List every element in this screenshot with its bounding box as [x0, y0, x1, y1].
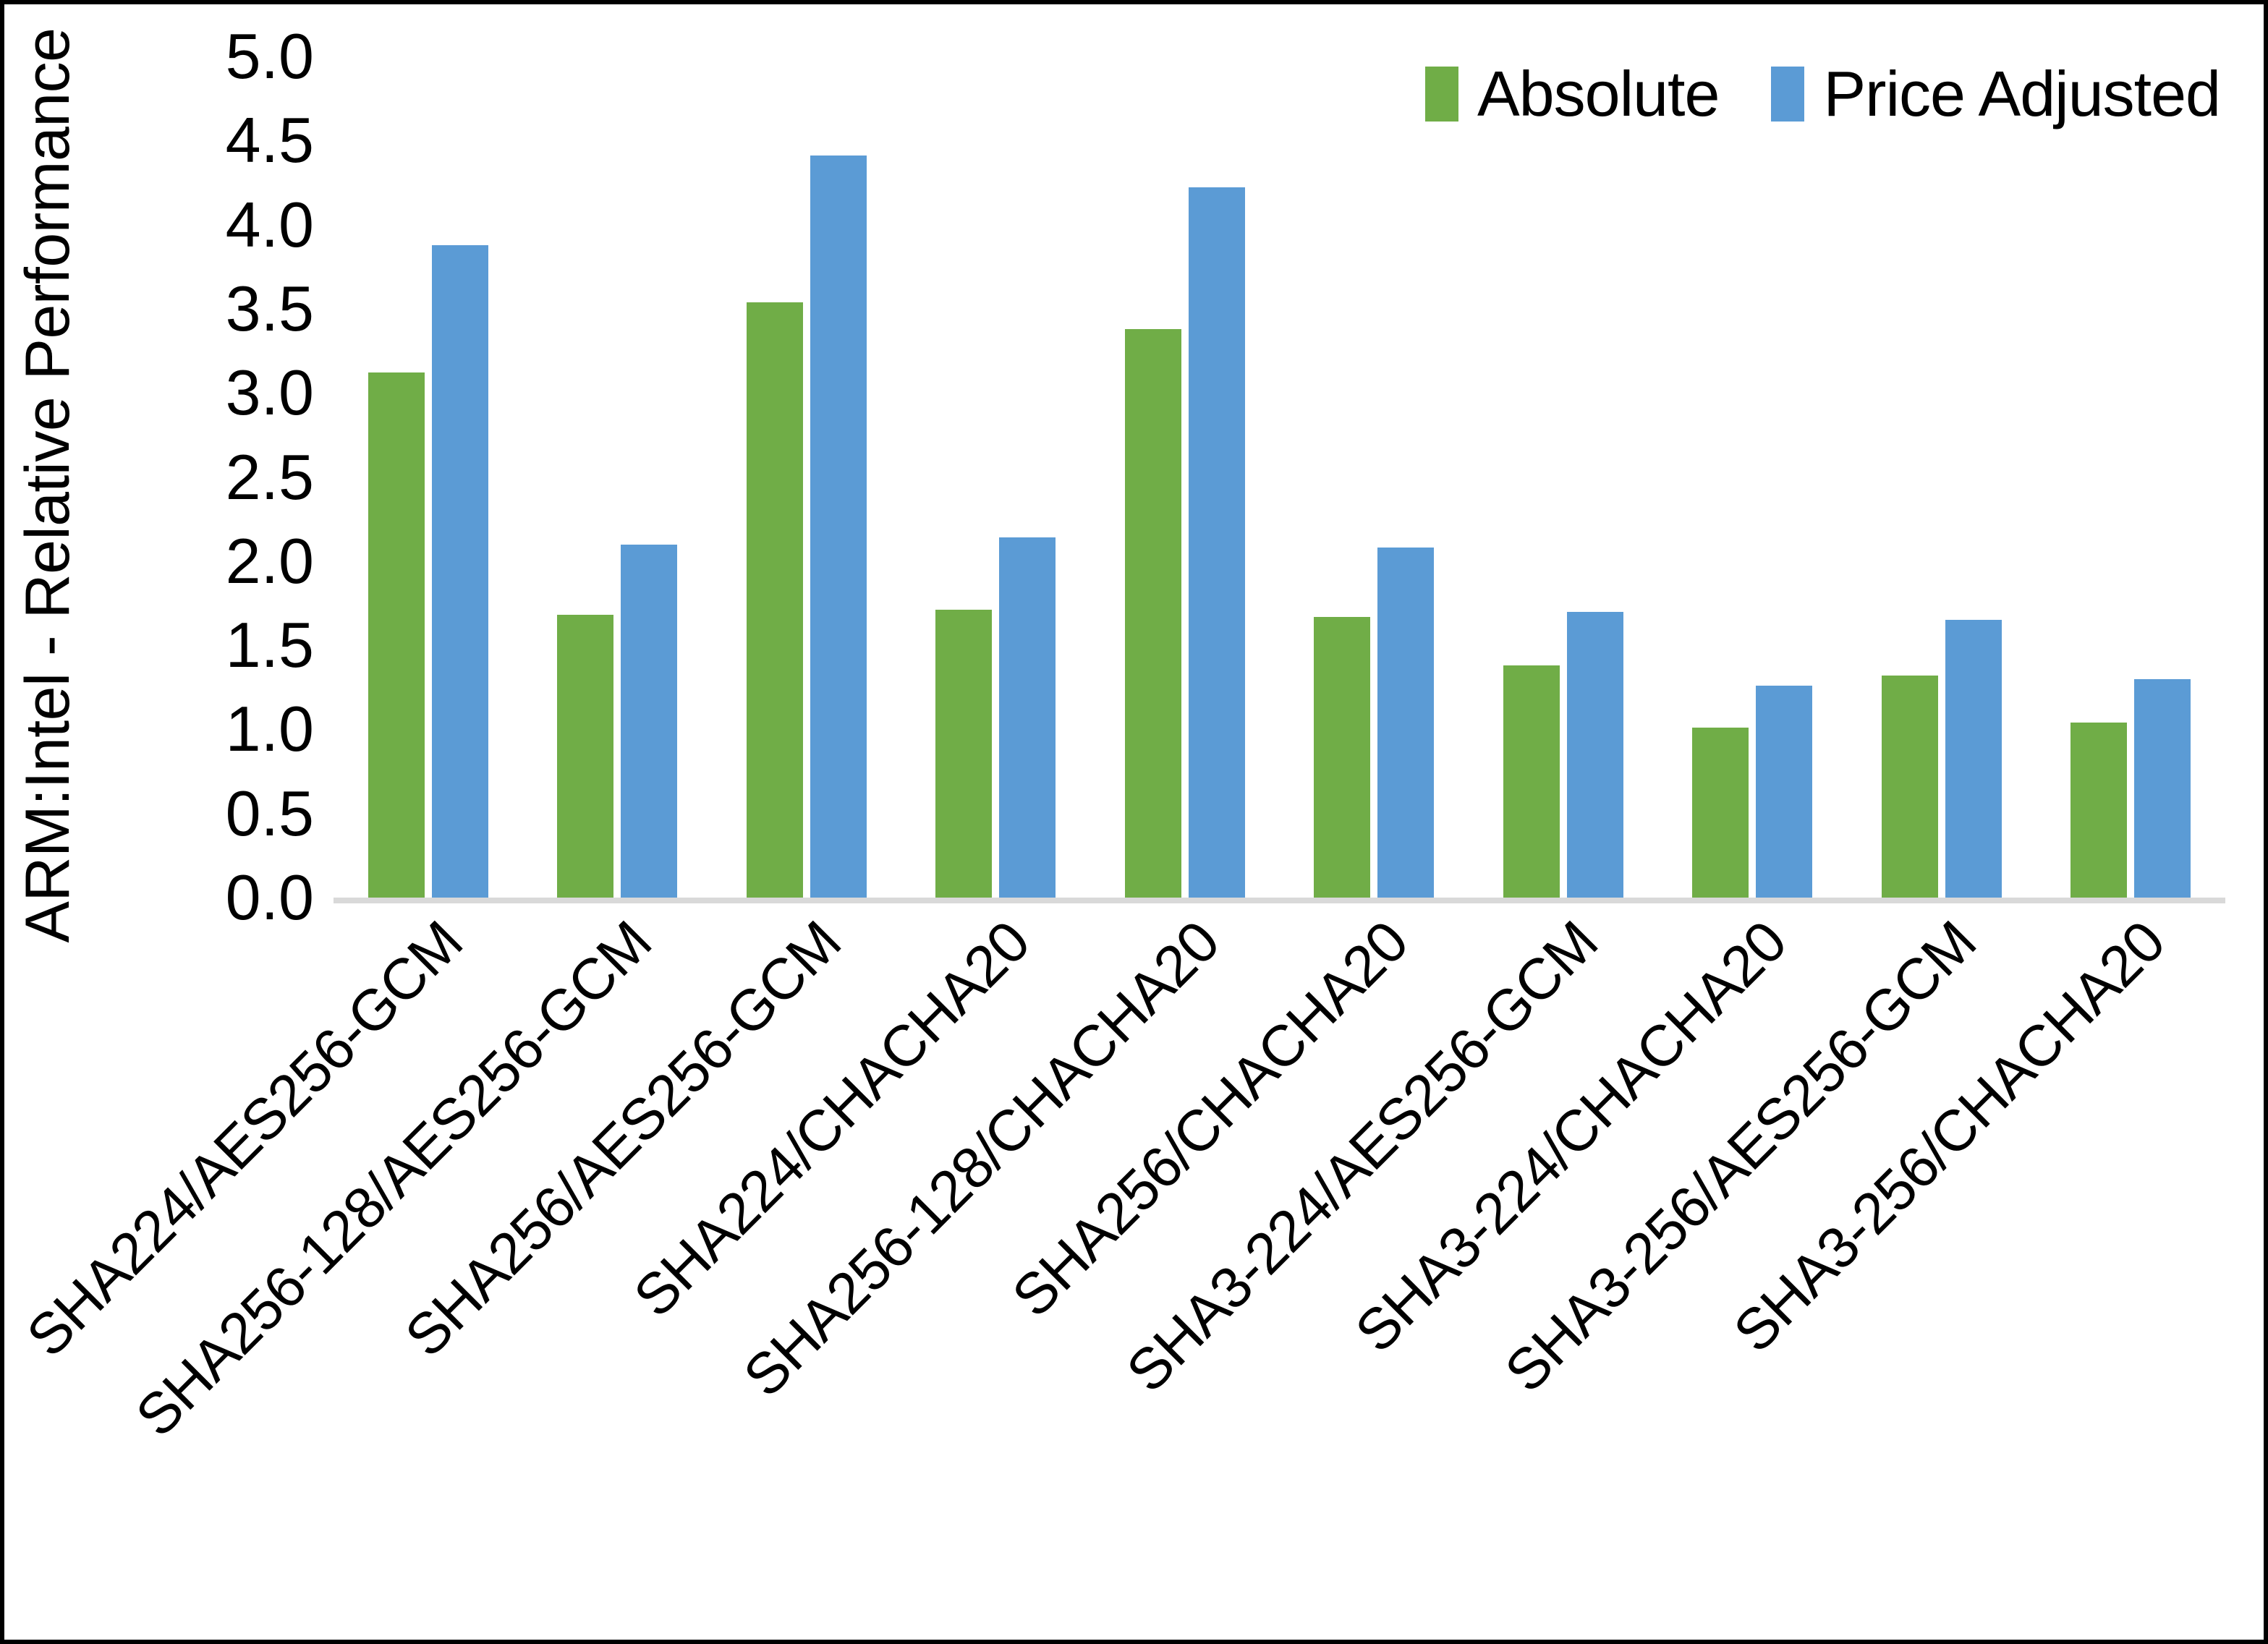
bar-price-adjusted[interactable]: [1188, 187, 1245, 898]
bar-absolute[interactable]: [1881, 675, 1938, 898]
legend-label: Absolute: [1477, 58, 1720, 129]
bar-absolute[interactable]: [368, 372, 425, 898]
bar-group: [1090, 56, 1280, 898]
y-axis-tick-label: 0.5: [225, 777, 314, 849]
y-axis-tick-label: 0.0: [225, 861, 314, 933]
legend-item[interactable]: Absolute: [1424, 58, 1720, 129]
bar-price-adjusted[interactable]: [810, 156, 867, 898]
bar-group: [1847, 56, 2036, 898]
bar-group: [712, 56, 901, 898]
bar-price-adjusted[interactable]: [2134, 678, 2191, 898]
bars-container: [334, 56, 2225, 898]
bar-price-adjusted[interactable]: [1945, 620, 2002, 898]
y-axis-tick-label: 1.5: [225, 609, 314, 681]
y-axis-title: ARM:Intel - Relative Performance: [12, 27, 82, 943]
bar-absolute[interactable]: [1124, 328, 1181, 898]
y-axis-tick-labels: 5.0 4.5 4.0 3.5 3.0 2.5 2.0 1.5 1.0 0.5 0.0: [171, 4, 323, 929]
legend-swatch-absolute: [1424, 67, 1458, 122]
bar-absolute[interactable]: [935, 610, 993, 898]
x-axis-line: [334, 898, 2225, 903]
bar-absolute[interactable]: [1503, 665, 1560, 898]
x-axis-tick-labels: SHA224/AES256-GCM SHA256-128/AES256-GCM SH…: [14, 908, 2225, 1559]
bar-price-adjusted[interactable]: [1756, 685, 1813, 898]
legend-swatch-price-adjusted: [1771, 67, 1805, 122]
bar-price-adjusted[interactable]: [621, 544, 678, 898]
bar-group: [2036, 56, 2226, 898]
bar-group: [523, 56, 713, 898]
y-axis-tick-label: 3.5: [225, 272, 314, 344]
chart-legend: Absolute Price Adjusted: [1424, 58, 2221, 129]
bar-group: [901, 56, 1091, 898]
bar-price-adjusted[interactable]: [1377, 548, 1435, 898]
bar-absolute[interactable]: [1692, 728, 1749, 898]
bar-absolute[interactable]: [1314, 616, 1371, 898]
bar-absolute[interactable]: [746, 302, 803, 898]
bar-price-adjusted[interactable]: [999, 537, 1056, 898]
y-axis-tick-label: 2.0: [225, 524, 314, 597]
y-axis-tick-label: 4.0: [225, 188, 314, 260]
bar-absolute[interactable]: [557, 615, 614, 898]
bar-group: [334, 56, 523, 898]
bar-group: [1658, 56, 1848, 898]
plot-area: [334, 56, 2225, 903]
bar-price-adjusted[interactable]: [431, 244, 488, 898]
bar-price-adjusted[interactable]: [1566, 611, 1623, 898]
y-axis-tick-label: 1.0: [225, 693, 314, 765]
legend-label: Price Adjusted: [1823, 58, 2221, 129]
y-axis-tick-label: 2.5: [225, 440, 314, 513]
y-axis-tick-label: 4.5: [225, 104, 314, 176]
y-axis-tick-label: 5.0: [225, 20, 314, 92]
bar-group: [1469, 56, 1658, 898]
y-axis-tick-label: 3.0: [225, 357, 314, 429]
legend-item[interactable]: Price Adjusted: [1771, 58, 2221, 129]
bar-group: [1280, 56, 1469, 898]
bar-absolute[interactable]: [2070, 723, 2128, 898]
